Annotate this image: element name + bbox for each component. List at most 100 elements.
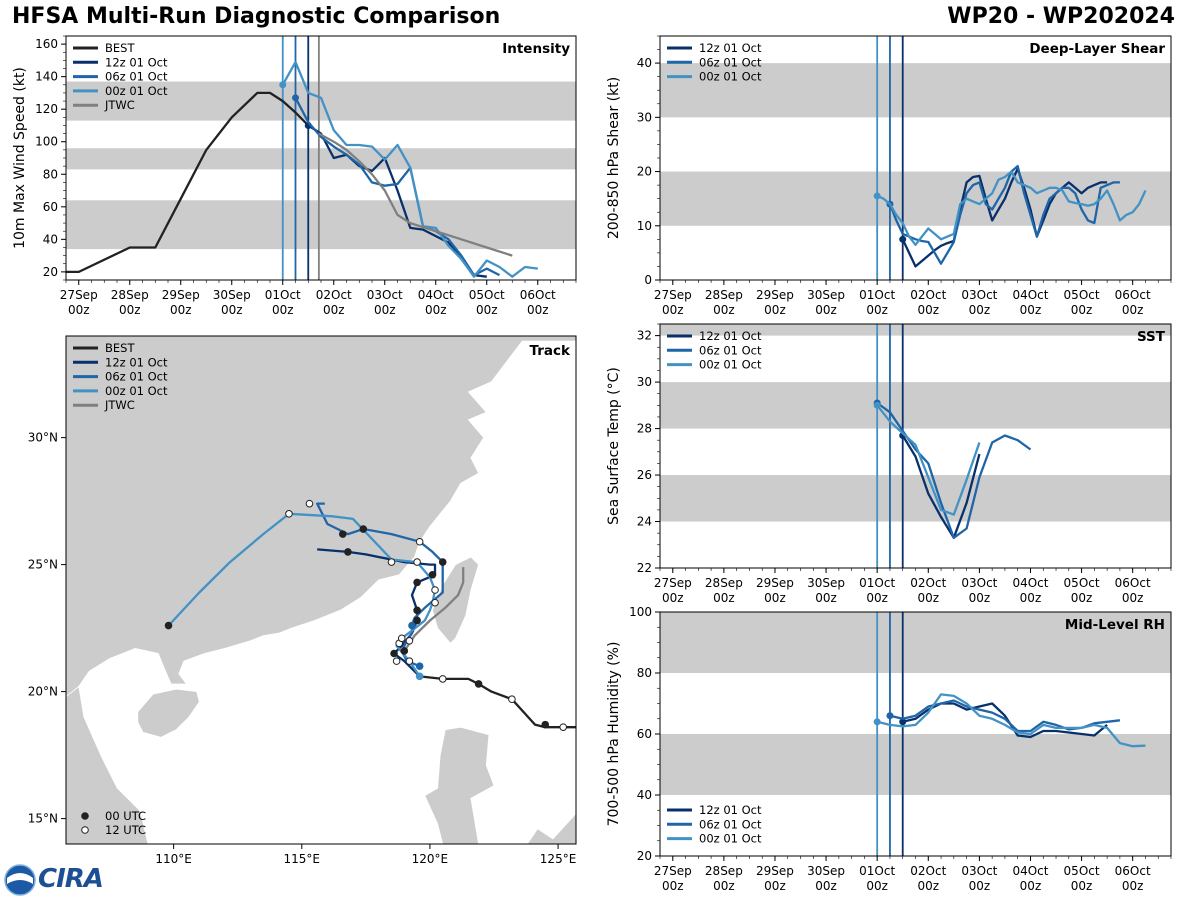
- x-tick-label-day: 06Oct: [1115, 288, 1151, 302]
- series-line-00z-01-oct: [876, 170, 1147, 246]
- x-tick-label-hour: 00z: [119, 303, 141, 317]
- x-tick-label-hour: 00z: [1020, 303, 1042, 317]
- x-tick-label-day: 27Sep: [654, 864, 692, 878]
- series-line-00z-01-oct: [281, 60, 538, 278]
- y-tick-label: 30: [637, 375, 652, 389]
- track-panel: 110°E 115°E 120°E 125°E 15°N 20°N 25°N 30°N Trac…: [28, 335, 577, 866]
- y-axis-label: Sea Surface Temp (°C): [606, 367, 622, 525]
- x-tick-label-day: 03Oct: [961, 576, 997, 590]
- x-tick-label-day: 29Sep: [162, 288, 200, 302]
- legend-label: 06z 01 Oct: [105, 370, 168, 384]
- y-tick-label: 100: [629, 605, 652, 619]
- x-tick-label-day: 04Oct: [1012, 288, 1048, 302]
- noaa-logo-icon: [4, 864, 36, 896]
- x-tick-label-hour: 00z: [815, 303, 837, 317]
- x-tick-label-day: 30Sep: [213, 288, 251, 302]
- x-tick-label-hour: 00z: [476, 303, 498, 317]
- x-tick-label-day: 05Oct: [1064, 864, 1100, 878]
- x-tick-label-hour: 00z: [969, 591, 991, 605]
- x-tick-label-day: 04Oct: [1012, 864, 1048, 878]
- track-point-00utc: [400, 647, 409, 655]
- track-point-12utc: [392, 657, 401, 665]
- legend-label: JTWC: [104, 98, 135, 112]
- track-point-00utc: [408, 621, 416, 630]
- marker-legend-label: 12 UTC: [105, 823, 146, 837]
- y-tick-label: 120: [35, 102, 58, 116]
- x-tick-label-day: 05Oct: [1064, 576, 1100, 590]
- lon-tick-label: 120°E: [412, 852, 449, 866]
- track-point-00utc: [413, 578, 421, 587]
- x-tick-label-hour: 00z: [1071, 303, 1093, 317]
- x-tick-label-day: 01Oct: [859, 288, 895, 302]
- track-point-00utc: [413, 606, 421, 615]
- track-line-jtwc: [403, 567, 465, 652]
- sst-panel: 22242628303227Sep00z28Sep00z29Sep00z30Se…: [606, 323, 1172, 605]
- y-tick-label: 26: [637, 468, 652, 482]
- x-tick-label-hour: 00z: [713, 591, 735, 605]
- legend-label: BEST: [105, 341, 135, 355]
- x-tick-label-day: 29Sep: [756, 288, 794, 302]
- x-tick-label-day: 29Sep: [756, 576, 794, 590]
- shaded-band: [660, 324, 1171, 336]
- y-tick-label: 160: [35, 37, 58, 51]
- x-tick-label-hour: 00z: [1122, 303, 1144, 317]
- plot-area: [660, 36, 1171, 280]
- page-title: HFSA Multi-Run Diagnostic Comparison: [12, 4, 501, 29]
- x-tick-label-hour: 00z: [1122, 879, 1144, 893]
- plot-area: [660, 324, 1171, 568]
- lon-tick-label: 110°E: [155, 852, 192, 866]
- x-tick-label-day: 02Oct: [910, 576, 946, 590]
- x-tick-label-hour: 00z: [425, 303, 447, 317]
- panel-title: Intensity: [502, 41, 570, 57]
- x-tick-label-day: 05Oct: [469, 288, 505, 302]
- series-line-06z-01-oct: [876, 402, 1032, 539]
- track-point-12utc: [413, 558, 421, 566]
- y-tick-label: 10: [637, 219, 652, 233]
- x-tick-label-day: 05Oct: [1064, 288, 1100, 302]
- x-tick-label-hour: 00z: [815, 879, 837, 893]
- y-tick-label: 0: [644, 273, 652, 287]
- shaded-band: [660, 63, 1171, 118]
- x-tick-label-hour: 00z: [866, 879, 888, 893]
- y-axis-label: 200-850 hPa Shear (kt): [606, 77, 622, 239]
- x-tick-label-hour: 00z: [815, 591, 837, 605]
- track-point-00utc: [474, 680, 483, 688]
- y-tick-label: 28: [637, 422, 652, 436]
- x-tick-label-day: 02Oct: [910, 288, 946, 302]
- legend-label: 12z 01 Oct: [699, 41, 762, 55]
- track-point-12utc: [508, 695, 516, 704]
- track-point-00utc: [428, 570, 437, 579]
- y-tick-label: 32: [637, 329, 652, 343]
- y-tick-label: 20: [43, 265, 58, 279]
- x-tick-label-hour: 00z: [764, 591, 786, 605]
- x-tick-label-hour: 00z: [323, 303, 345, 317]
- land-mass: [137, 688, 200, 738]
- series-start-point: [899, 235, 907, 243]
- x-tick-label-hour: 00z: [374, 303, 396, 317]
- x-tick-label-day: 29Sep: [756, 864, 794, 878]
- panel-title: Track: [530, 343, 571, 359]
- y-axis-label: 10m Max Wind Speed (kt): [12, 67, 28, 249]
- track-point-12utc: [387, 558, 396, 566]
- legend-label: 00z 01 Oct: [105, 84, 168, 98]
- x-tick-label-hour: 00z: [1020, 879, 1042, 893]
- track-point-00utc: [164, 621, 173, 630]
- shaded-band: [660, 382, 1171, 429]
- land-mass: [424, 726, 495, 844]
- series-start-point: [292, 94, 299, 102]
- lon-tick-label: 115°E: [284, 852, 321, 866]
- series-start-point: [899, 718, 907, 726]
- x-tick-label-hour: 00z: [866, 303, 888, 317]
- y-tick-label: 40: [43, 232, 58, 246]
- track-point-00utc: [415, 662, 424, 671]
- track-point-12utc: [405, 637, 414, 645]
- land-mass: [432, 556, 480, 644]
- x-tick-label-hour: 00z: [969, 879, 991, 893]
- panel-title: Mid-Level RH: [1065, 617, 1165, 633]
- legend-label: 12z 01 Oct: [105, 55, 168, 69]
- legend-label: 06z 01 Oct: [699, 55, 762, 69]
- x-tick-label-day: 30Sep: [807, 864, 845, 878]
- x-tick-label-day: 27Sep: [654, 576, 692, 590]
- track-line-best: [419, 675, 576, 729]
